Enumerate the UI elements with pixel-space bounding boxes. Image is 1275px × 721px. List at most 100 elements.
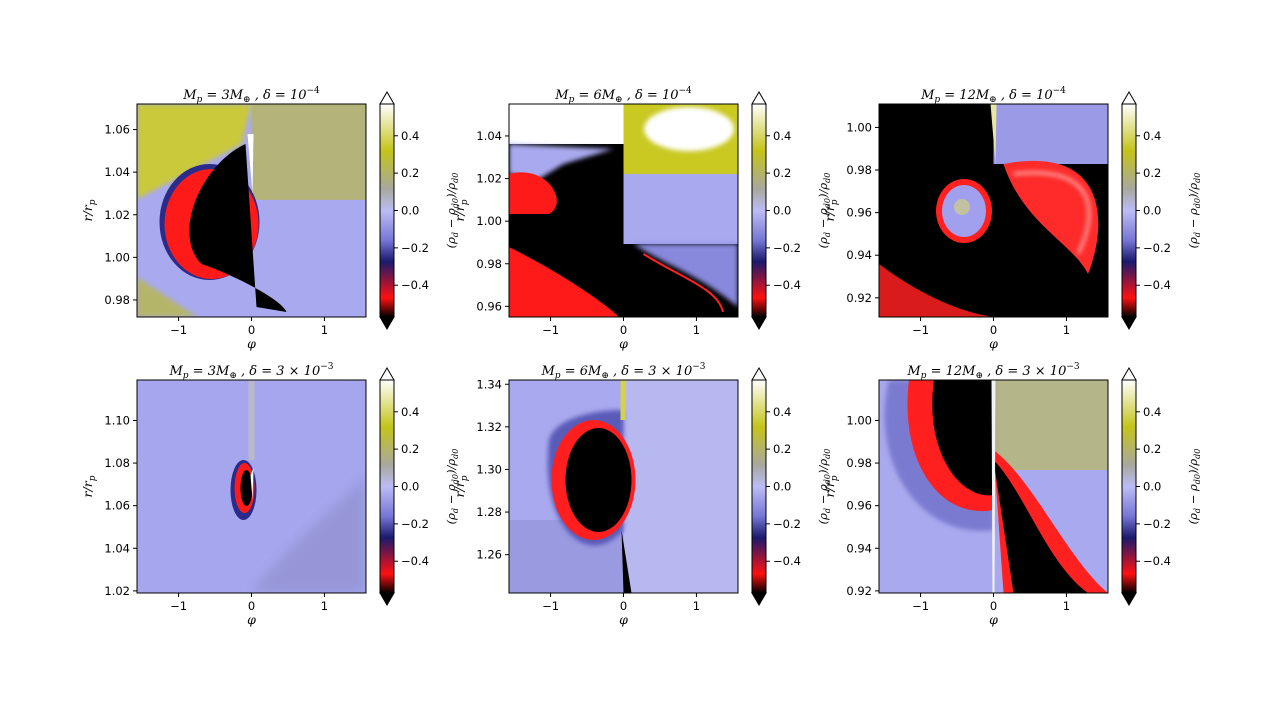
- y-axis-label: r/rp: [80, 199, 98, 221]
- colorbar-extend-min: [1121, 592, 1137, 606]
- colorbar: 0.4 0.2 0.0 −0.2 −0.4 (ρd − ρd0)/ρd0: [1121, 367, 1202, 606]
- colorbar-tick-label: 0.0: [773, 204, 791, 218]
- density-region: [509, 144, 614, 179]
- colorbar-tick-label: −0.4: [773, 278, 801, 292]
- density-region: [137, 104, 252, 199]
- colorbar-tick-label: 0.4: [401, 129, 419, 143]
- x-tick-label: −1: [170, 323, 187, 337]
- density-region: [248, 380, 255, 460]
- density-region: [509, 172, 557, 214]
- colorbar-tick-label: 0.2: [773, 442, 791, 456]
- y-axis-label: r/rp: [452, 475, 470, 497]
- y-tick-label: 1.06: [104, 123, 130, 137]
- colorbar-gradient: [1122, 104, 1136, 317]
- y-tick-label: 0.98: [846, 456, 872, 470]
- density-region: [932, 380, 994, 496]
- y-tick-label: 1.02: [104, 584, 130, 598]
- colorbar-tick-label: 0.0: [773, 480, 791, 494]
- x-tick-label: −1: [542, 599, 559, 613]
- colorbar-extend-min: [379, 316, 395, 330]
- y-tick-label: 1.10: [104, 413, 130, 427]
- x-tick-label: 1: [1063, 599, 1070, 613]
- y-tick-label: 0.96: [476, 299, 502, 313]
- y-axis-label: r/rp: [822, 199, 840, 221]
- y-tick-label: 1.32: [476, 420, 502, 434]
- y-axis-label: r/rp: [822, 475, 840, 497]
- density-region: [642, 253, 724, 313]
- colorbar-extend-max: [1121, 91, 1137, 105]
- colorbar-extend-max: [751, 91, 767, 105]
- colorbar-tick-label: 0.2: [401, 442, 419, 456]
- colorbar: 0.4 0.2 0.0 −0.2 −0.4 (ρd − ρd0)/ρd0: [751, 367, 832, 606]
- panel-title: Mp = 12M⊕ , δ = 10−4: [920, 86, 1066, 105]
- x-tick-label: −1: [170, 599, 187, 613]
- colorbar-gradient: [380, 380, 394, 593]
- density-field: [879, 104, 1108, 317]
- y-tick-label: 1.00: [476, 214, 502, 228]
- y-axis-label: r/rp: [452, 199, 470, 221]
- density-region: [993, 104, 1108, 164]
- x-tick-label: −1: [912, 599, 929, 613]
- colorbar-tick-label: −0.4: [1143, 554, 1171, 568]
- colorbar-tick-label: 0.4: [773, 129, 791, 143]
- x-tick-label: 0: [620, 323, 627, 337]
- colorbar-gradient: [752, 380, 766, 593]
- density-region: [137, 277, 197, 317]
- y-tick-label: 0.98: [104, 293, 130, 307]
- density-region: [633, 244, 738, 307]
- y-tick-label: 1.00: [104, 250, 130, 264]
- x-tick-label: 1: [693, 599, 700, 613]
- density-field: [137, 104, 366, 317]
- colorbar-extend-max: [379, 367, 395, 381]
- density-region: [620, 380, 626, 420]
- density-region: [879, 264, 994, 317]
- colorbar-tick-label: 0.4: [401, 405, 419, 419]
- y-tick-label: 1.30: [476, 462, 502, 476]
- colorbar-tick-label: 0.0: [401, 204, 419, 218]
- heatmap-panel: −1 0 1 0.96 0.98 1.00 1.02 1.04 φ r/rp Mp = 6M⊕ , …: [452, 86, 832, 351]
- x-axis-label: φ: [619, 612, 628, 627]
- colorbar-tick-label: 0.2: [773, 166, 791, 180]
- density-region: [623, 380, 738, 593]
- y-axis-label: r/rp: [80, 475, 98, 497]
- y-tick-label: 1.04: [476, 129, 502, 143]
- colorbar-tick-label: 0.0: [1143, 480, 1161, 494]
- density-region: [240, 470, 253, 506]
- density-region: [251, 475, 366, 593]
- heatmap-panel: −1 0 1 0.98 1.00 1.02 1.04 1.06 φ r/rp Mp = 3M⊕ , …: [80, 86, 460, 351]
- density-region: [250, 468, 254, 500]
- density-region: [1013, 171, 1091, 255]
- density-region: [565, 428, 632, 532]
- y-tick-label: 1.34: [476, 377, 502, 391]
- density-region: [247, 134, 254, 194]
- density-region: [991, 380, 996, 593]
- y-tick-label: 1.04: [104, 165, 130, 179]
- density-region: [644, 107, 734, 151]
- y-tick-label: 0.96: [846, 499, 872, 513]
- y-tick-label: 0.96: [846, 206, 872, 220]
- y-tick-label: 0.98: [846, 163, 872, 177]
- panel-title: Mp = 3M⊕ , δ = 3 × 10−3: [168, 362, 333, 381]
- colorbar-gradient: [752, 104, 766, 317]
- density-field: [879, 380, 1108, 593]
- colorbar-tick-label: −0.2: [401, 241, 429, 255]
- colorbar-gradient: [380, 104, 394, 317]
- heatmap-panel: −1 0 1 1.02 1.04 1.06 1.08 1.10 φ r/rp Mp = 3M⊕ , …: [80, 362, 460, 627]
- density-region: [509, 247, 619, 317]
- colorbar-tick-label: −0.2: [773, 241, 801, 255]
- x-tick-label: 0: [990, 323, 997, 337]
- colorbar: 0.4 0.2 0.0 −0.2 −0.4 (ρd − ρd0)/ρd0: [1121, 91, 1202, 330]
- colorbar-tick-label: −0.4: [1143, 278, 1171, 292]
- y-tick-label: 0.92: [846, 291, 872, 305]
- density-field: [509, 104, 738, 317]
- density-region: [251, 104, 366, 200]
- colorbar-tick-label: 0.4: [773, 405, 791, 419]
- colorbar: 0.4 0.2 0.0 −0.2 −0.4 (ρd − ρd0)/ρd0: [751, 91, 832, 330]
- y-tick-label: 0.94: [846, 248, 872, 262]
- y-tick-label: 1.08: [104, 456, 130, 470]
- x-tick-label: 1: [321, 323, 328, 337]
- x-tick-label: 1: [1063, 323, 1070, 337]
- colorbar-extend-min: [379, 592, 395, 606]
- colorbar-label: (ρd − ρd0)/ρd0: [444, 449, 460, 525]
- colorbar-tick-label: 0.2: [1143, 166, 1161, 180]
